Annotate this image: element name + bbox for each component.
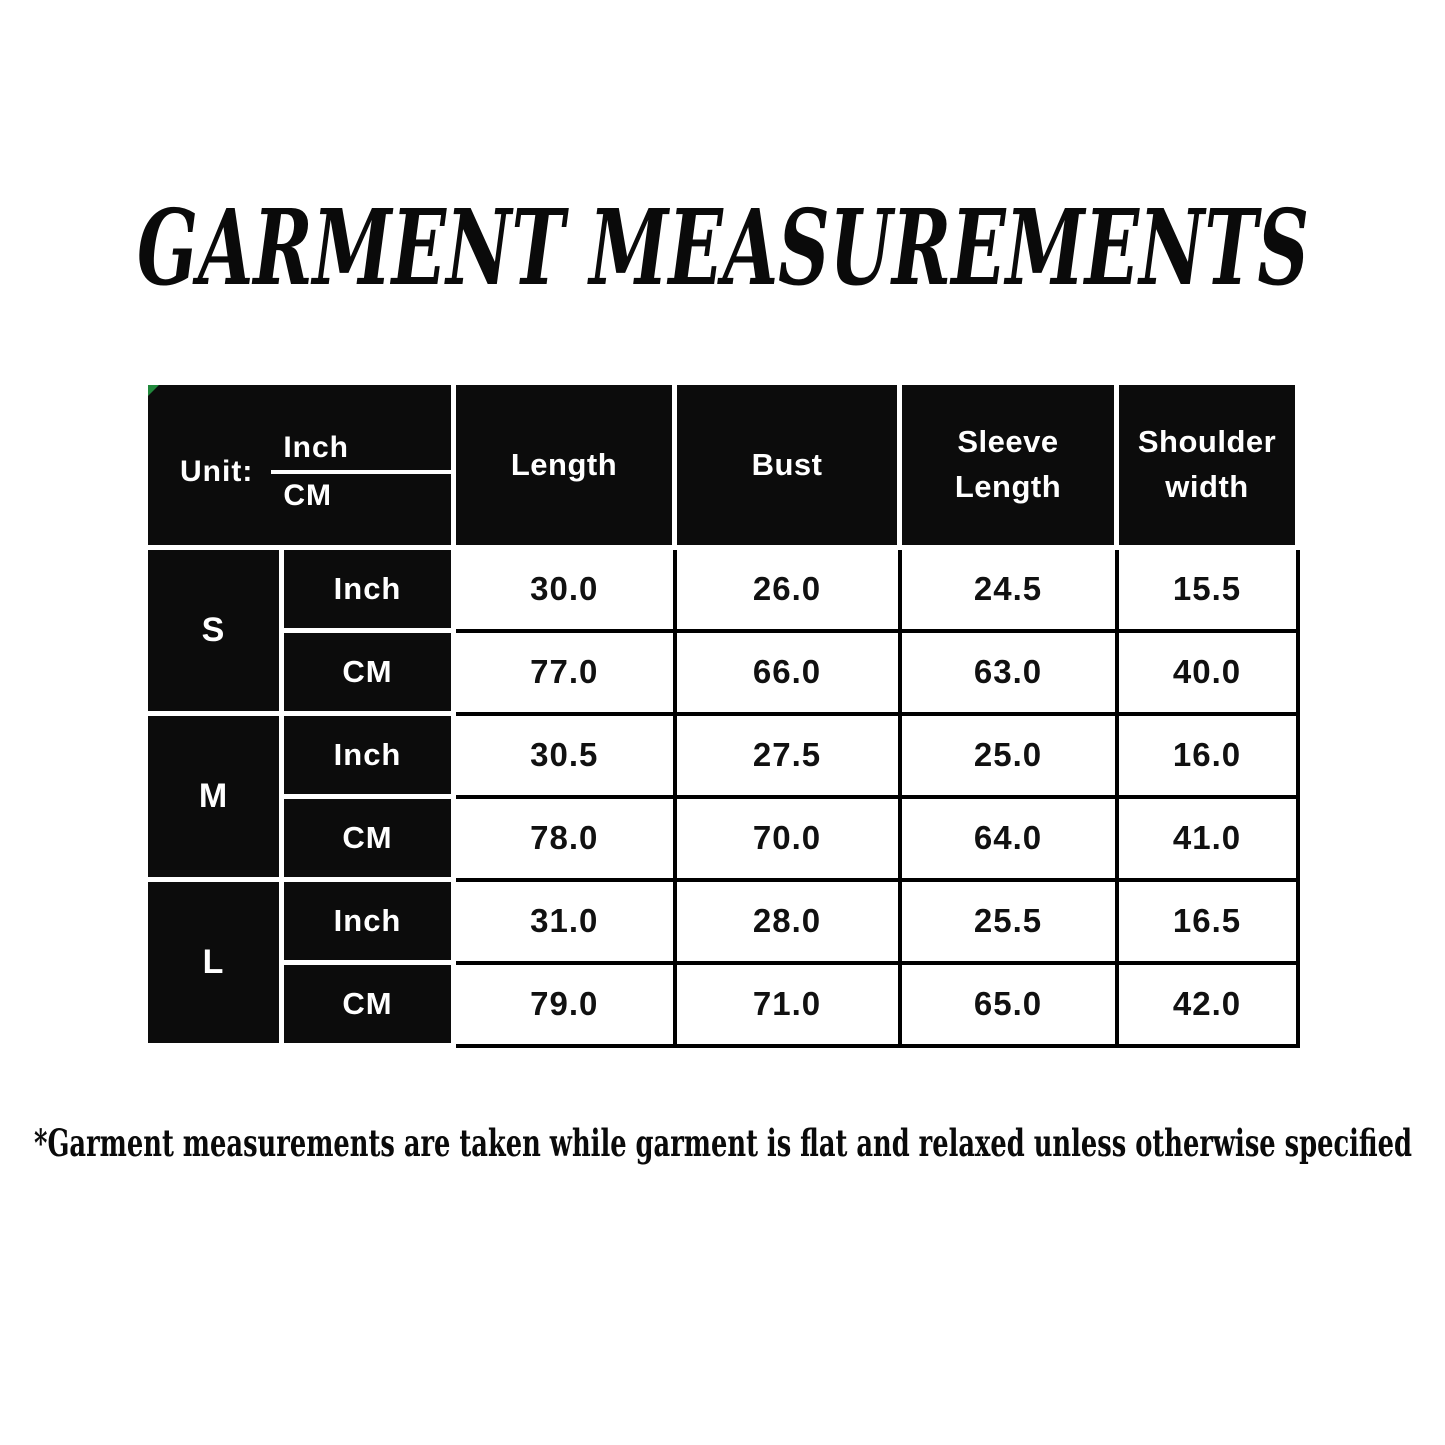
table-header-row: Unit: Inch CM Length Bust Sleeve Length …: [142, 380, 1301, 550]
value-cell-s-inch-length: 30.0: [451, 545, 677, 633]
unit-row-label-inch: Inch: [278, 877, 457, 965]
unit-fraction-cm: CM: [283, 479, 332, 512]
value-cell-l-cm-bust: 71.0: [672, 960, 902, 1048]
footnote: *Garment measurements are taken while ga…: [34, 1121, 1412, 1165]
size-chart-table: Unit: Inch CM Length Bust Sleeve Length …: [142, 380, 1301, 1048]
value-cell-m-inch-shoulder: 16.0: [1114, 711, 1300, 799]
value-cell-s-inch-shoulder: 15.5: [1114, 545, 1300, 633]
value-cell-s-cm-shoulder: 40.0: [1114, 628, 1300, 716]
value-cell-l-inch-bust: 28.0: [672, 877, 902, 965]
page-title-text: GARMENT MEASUREMENTS: [137, 186, 1309, 309]
table-row-s-cm: CM 77.0 66.0 63.0 40.0: [146, 628, 1300, 716]
unit-fraction: Inch CM: [271, 431, 452, 513]
table-row-l-cm: CM 79.0 71.0 65.0 42.0: [146, 960, 1300, 1048]
value-cell-m-cm-bust: 70.0: [672, 794, 902, 882]
unit-row-label-inch: Inch: [278, 545, 457, 633]
table-row-s-inch: S Inch 30.0 26.0 24.5 15.5: [143, 545, 1300, 716]
unit-row-label-inch: Inch: [278, 711, 457, 799]
value-cell-m-inch-length: 30.5: [451, 711, 677, 799]
table-row-l-inch: L Inch 31.0 28.0 25.5 16.5: [143, 877, 1300, 1048]
value-cell-s-inch-sleeve: 24.5: [897, 545, 1119, 633]
size-label-s: S: [143, 545, 284, 716]
value-cell-l-cm-length: 79.0: [451, 960, 677, 1048]
value-cell-m-inch-sleeve: 25.0: [897, 711, 1119, 799]
value-cell-s-cm-sleeve: 63.0: [897, 628, 1119, 716]
value-cell-s-cm-bust: 66.0: [672, 628, 902, 716]
size-label-m: M: [143, 711, 284, 882]
unit-row-label-cm: CM: [278, 794, 457, 882]
column-header-sleeve-length: Sleeve Length: [897, 380, 1120, 550]
column-header-length: Length: [451, 380, 678, 550]
column-header-shoulder-width: Shoulder width: [1114, 380, 1301, 550]
cell-corner-marker-icon: [148, 385, 159, 396]
value-cell-l-inch-length: 31.0: [451, 877, 677, 965]
value-cell-l-cm-sleeve: 65.0: [897, 960, 1119, 1048]
unit-header-content: Unit: Inch CM: [148, 417, 452, 513]
value-cell-l-inch-sleeve: 25.5: [897, 877, 1119, 965]
value-cell-l-inch-shoulder: 16.5: [1114, 877, 1300, 965]
column-header-bust: Bust: [672, 380, 903, 550]
value-cell-m-cm-sleeve: 64.0: [897, 794, 1119, 882]
value-cell-m-inch-bust: 27.5: [672, 711, 902, 799]
unit-fraction-inch: Inch: [271, 431, 452, 474]
value-cell-s-inch-bust: 26.0: [672, 545, 902, 633]
unit-label: Unit:: [180, 455, 254, 488]
value-cell-m-cm-shoulder: 41.0: [1114, 794, 1300, 882]
value-cell-m-cm-length: 78.0: [451, 794, 677, 882]
table-row-m-cm: CM 78.0 70.0 64.0 41.0: [146, 794, 1300, 882]
footnote-text: *Garment measurements are taken while ga…: [34, 1121, 1412, 1165]
unit-header-cell: Unit: Inch CM: [142, 380, 457, 550]
size-label-l: L: [143, 877, 284, 1048]
unit-row-label-cm: CM: [278, 628, 457, 716]
page-title: GARMENT MEASUREMENTS: [137, 186, 1309, 309]
table-row-m-inch: M Inch 30.5 27.5 25.0 16.0: [143, 711, 1300, 882]
unit-row-label-cm: CM: [278, 960, 457, 1048]
value-cell-l-cm-shoulder: 42.0: [1114, 960, 1300, 1048]
value-cell-s-cm-length: 77.0: [451, 628, 677, 716]
